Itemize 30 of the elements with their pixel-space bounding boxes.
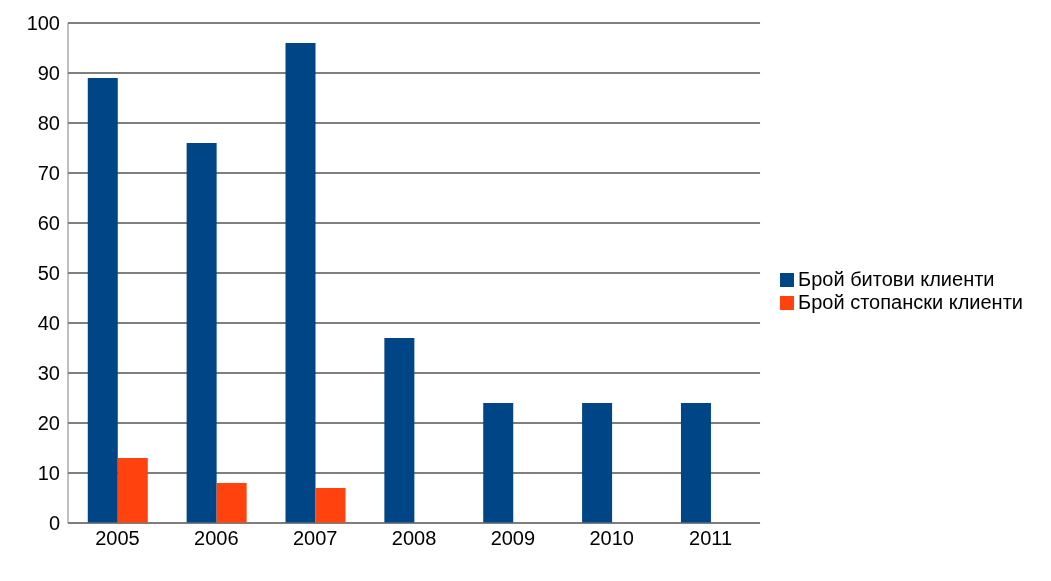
y-tick-label: 20 — [37, 412, 60, 435]
y-tick-label: 100 — [26, 12, 60, 35]
x-tick-label: 2011 — [689, 527, 733, 550]
bar — [186, 143, 217, 523]
y-tick-label: 70 — [37, 162, 60, 185]
x-tick-label: 2007 — [292, 527, 338, 550]
y-tick-label: 60 — [37, 212, 60, 235]
bar — [315, 488, 346, 523]
x-tick-label: 2008 — [391, 527, 437, 550]
bar — [582, 403, 613, 523]
x-tick-label: 2009 — [490, 527, 536, 550]
x-tick-label: 2005 — [95, 527, 140, 550]
y-tick-label: 90 — [37, 62, 60, 85]
bar — [483, 403, 514, 523]
y-tick-label: 10 — [37, 462, 60, 485]
x-tick-label: 2010 — [589, 527, 634, 550]
bar — [384, 338, 415, 523]
bar — [680, 403, 711, 523]
y-tick-label: 0 — [48, 512, 60, 535]
legend-label: Брой стопански клиенти — [798, 290, 1023, 313]
y-tick-label: 80 — [37, 112, 60, 135]
bar — [87, 78, 118, 523]
bar — [216, 483, 247, 523]
y-tick-label: 50 — [37, 262, 60, 285]
bar — [285, 43, 316, 523]
y-tick-label: 30 — [37, 362, 60, 385]
legend-label: Брой битови клиенти — [798, 267, 995, 290]
x-tick-label: 2006 — [194, 527, 239, 550]
bar — [117, 458, 148, 523]
y-tick-label: 40 — [37, 312, 60, 335]
